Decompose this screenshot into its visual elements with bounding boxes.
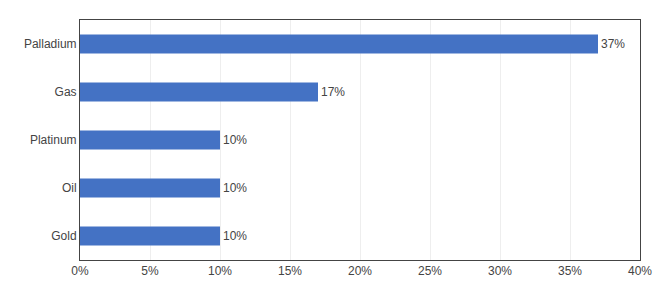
svg-text:Platinum: Platinum bbox=[30, 133, 77, 147]
svg-text:Palladium: Palladium bbox=[24, 37, 77, 51]
svg-text:Gas: Gas bbox=[55, 85, 77, 99]
svg-text:5%: 5% bbox=[141, 264, 159, 278]
svg-text:20%: 20% bbox=[348, 264, 372, 278]
svg-text:30%: 30% bbox=[488, 264, 512, 278]
svg-text:35%: 35% bbox=[558, 264, 582, 278]
svg-text:17%: 17% bbox=[321, 85, 345, 99]
svg-text:15%: 15% bbox=[278, 264, 302, 278]
svg-text:10%: 10% bbox=[223, 181, 247, 195]
svg-text:0%: 0% bbox=[71, 264, 89, 278]
svg-text:40%: 40% bbox=[628, 264, 652, 278]
svg-text:10%: 10% bbox=[223, 229, 247, 243]
svg-text:Gold: Gold bbox=[51, 229, 76, 243]
svg-text:Oil: Oil bbox=[62, 181, 77, 195]
svg-text:10%: 10% bbox=[223, 133, 247, 147]
svg-text:10%: 10% bbox=[208, 264, 232, 278]
svg-text:37%: 37% bbox=[601, 37, 625, 51]
svg-text:25%: 25% bbox=[418, 264, 442, 278]
